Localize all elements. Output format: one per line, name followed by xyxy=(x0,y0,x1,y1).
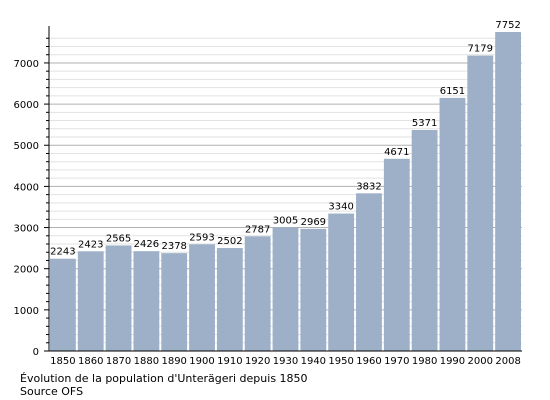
bar-1890 xyxy=(161,253,188,351)
bar-1880 xyxy=(133,251,160,351)
data-label-1980: 5371 xyxy=(412,118,437,129)
y-tick-label: 5000 xyxy=(14,141,39,152)
bar-1900 xyxy=(189,244,215,351)
y-tick-label: 2000 xyxy=(14,265,39,276)
bar-1970 xyxy=(383,158,410,351)
x-tick-label: 1970 xyxy=(384,356,409,367)
data-label-1950: 3340 xyxy=(328,202,353,213)
bar-1850 xyxy=(50,258,76,351)
data-label-1880: 2426 xyxy=(134,239,159,250)
bar-1860 xyxy=(77,251,104,351)
x-tick-label: 1850 xyxy=(50,356,75,367)
bar-1930 xyxy=(272,227,299,351)
population-bar-chart: 0 1000 2000 3000 4000 5000 6000 7000 2243 1850 242… xyxy=(14,20,522,367)
data-label-1850: 2243 xyxy=(50,247,75,258)
x-tick-label: 1900 xyxy=(189,356,214,367)
data-label-2008: 7752 xyxy=(495,20,520,31)
x-tick-label: 1940 xyxy=(301,356,326,367)
y-tick-label: 1000 xyxy=(14,306,39,317)
x-tick-label: 1980 xyxy=(412,356,437,367)
x-tick-label: 1990 xyxy=(440,356,465,367)
bar-2008 xyxy=(495,32,521,351)
bar-1920 xyxy=(244,236,271,351)
data-label-1940: 2969 xyxy=(301,217,326,228)
data-label-1990: 6151 xyxy=(440,86,465,97)
data-label-1900: 2593 xyxy=(189,232,214,243)
x-tick-label: 1880 xyxy=(134,356,159,367)
x-tick-label: 1870 xyxy=(106,356,131,367)
x-tick-label: 1930 xyxy=(273,356,298,367)
x-tick-label: 1860 xyxy=(78,356,103,367)
chart-source: Source OFS xyxy=(20,385,84,398)
bar-1960 xyxy=(356,193,382,351)
bar-1910 xyxy=(216,248,243,351)
bar-1980 xyxy=(411,129,438,351)
y-tick-label: 0 xyxy=(33,347,39,358)
x-tick-label: 1950 xyxy=(328,356,353,367)
x-tick-label: 1890 xyxy=(161,356,186,367)
data-label-1960: 3832 xyxy=(356,181,381,192)
data-label-1910: 2502 xyxy=(217,236,242,247)
data-label-1870: 2565 xyxy=(106,233,131,244)
data-label-1890: 2378 xyxy=(161,241,186,252)
x-tick-label: 2000 xyxy=(468,356,493,367)
bar-1940 xyxy=(300,228,327,351)
bar-1950 xyxy=(328,213,355,351)
bar-1990 xyxy=(439,97,466,351)
bar-1870 xyxy=(105,245,132,351)
x-tick-label: 2008 xyxy=(495,356,520,367)
data-label-1930: 3005 xyxy=(273,215,298,226)
data-label-2000: 7179 xyxy=(468,44,493,55)
chart-caption: Évolution de la population d'Unterägeri … xyxy=(20,372,308,385)
y-tick-label: 3000 xyxy=(14,224,39,235)
y-tick-label: 4000 xyxy=(14,182,39,193)
bar-2000 xyxy=(467,55,494,351)
y-tick-label: 7000 xyxy=(14,59,39,70)
data-label-1860: 2423 xyxy=(78,239,103,250)
x-tick-label: 1920 xyxy=(245,356,270,367)
x-tick-label: 1910 xyxy=(217,356,242,367)
y-tick-label: 6000 xyxy=(14,100,39,111)
x-tick-label: 1960 xyxy=(356,356,381,367)
data-label-1970: 4671 xyxy=(384,147,409,158)
data-label-1920: 2787 xyxy=(245,224,270,235)
